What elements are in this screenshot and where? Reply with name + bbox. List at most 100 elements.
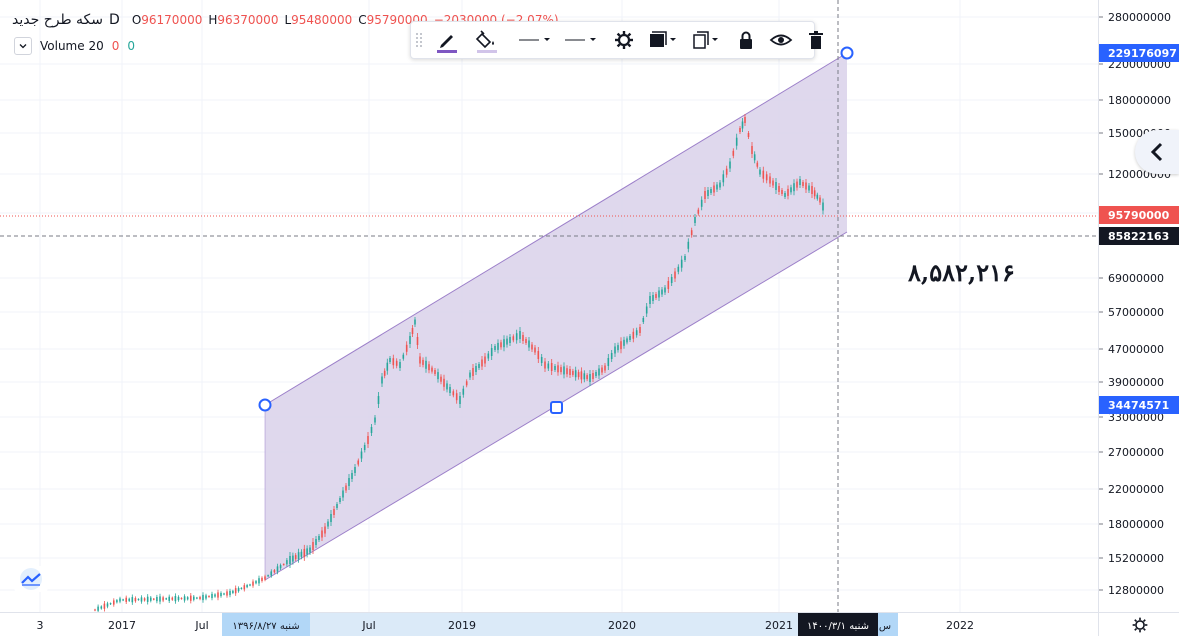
candle bbox=[261, 576, 263, 583]
candle bbox=[345, 483, 347, 493]
volume-legend: Volume 20 0 0 bbox=[14, 35, 135, 57]
candle bbox=[580, 367, 583, 384]
candle bbox=[330, 510, 332, 526]
symbol-name[interactable]: سکه طرح جدید bbox=[12, 12, 104, 28]
candle bbox=[664, 285, 666, 295]
clone-button[interactable] bbox=[683, 24, 725, 56]
candle bbox=[697, 207, 700, 216]
candle bbox=[481, 356, 483, 370]
candle bbox=[159, 593, 161, 605]
drag-handle-icon[interactable] bbox=[415, 28, 423, 52]
candle bbox=[811, 182, 813, 198]
candle bbox=[557, 361, 559, 376]
chart-canvas[interactable] bbox=[0, 0, 1098, 612]
line-width-button[interactable] bbox=[557, 24, 603, 56]
candle bbox=[267, 574, 269, 577]
eye-icon bbox=[769, 34, 793, 46]
candle bbox=[351, 470, 353, 482]
candle bbox=[177, 595, 180, 602]
tradingview-logo[interactable] bbox=[14, 566, 48, 592]
candle bbox=[649, 292, 651, 308]
candle bbox=[509, 334, 511, 346]
scroll-back-button[interactable] bbox=[1135, 130, 1179, 174]
candle bbox=[778, 183, 780, 195]
candle bbox=[563, 362, 565, 379]
candle bbox=[125, 595, 127, 604]
candle bbox=[128, 597, 130, 602]
price-label-crosshair: 85822163 bbox=[1108, 230, 1169, 243]
time-axis[interactable]: 3 2017 Jul Jul 2019 2020 2021 2022 شنبه ۱۳۹۶/۸/۲… bbox=[0, 612, 1098, 636]
candle bbox=[772, 178, 774, 188]
candle bbox=[796, 178, 798, 191]
candle bbox=[113, 598, 115, 607]
candle bbox=[670, 274, 673, 286]
candle bbox=[440, 374, 442, 385]
candle bbox=[237, 586, 240, 593]
candle bbox=[306, 545, 308, 558]
visibility-button[interactable] bbox=[763, 24, 799, 56]
settings-button[interactable] bbox=[607, 24, 641, 56]
channel-handle-width[interactable] bbox=[550, 401, 563, 414]
candle bbox=[324, 523, 326, 537]
candle bbox=[787, 185, 789, 200]
line-style-button[interactable] bbox=[511, 24, 557, 56]
fill-bucket-icon bbox=[475, 30, 497, 53]
candle bbox=[793, 179, 795, 196]
candle bbox=[465, 379, 468, 388]
price-axis[interactable]: 280000000 220000000 180000000 150000000 1200… bbox=[1098, 0, 1179, 612]
candle bbox=[607, 354, 610, 370]
candle bbox=[775, 178, 777, 194]
time-cursor-bg bbox=[798, 613, 878, 636]
candle bbox=[586, 373, 588, 382]
parallel-channel-fill[interactable] bbox=[265, 53, 847, 580]
candle bbox=[286, 558, 288, 567]
candle bbox=[143, 597, 146, 602]
candle bbox=[354, 464, 356, 476]
collapse-legend-button[interactable] bbox=[14, 37, 32, 55]
price-tick-label: 180000000 bbox=[1108, 94, 1171, 107]
chart-settings-button[interactable] bbox=[1098, 612, 1179, 636]
candle bbox=[732, 148, 735, 159]
channel-upper-line[interactable] bbox=[264, 52, 848, 406]
channel-handle-start[interactable] bbox=[258, 398, 272, 412]
candle bbox=[569, 366, 571, 378]
line-color-button[interactable] bbox=[427, 24, 467, 56]
candle bbox=[249, 583, 251, 587]
line-style-icon bbox=[519, 38, 550, 41]
time-range-highlight-end bbox=[878, 613, 898, 636]
lock-button[interactable] bbox=[729, 24, 763, 56]
candle bbox=[522, 332, 524, 344]
candle bbox=[519, 327, 521, 343]
candle bbox=[131, 594, 134, 605]
candle bbox=[153, 598, 155, 601]
price-tick-label: 47000000 bbox=[1108, 343, 1164, 356]
interval-label[interactable]: D bbox=[109, 12, 120, 28]
chevron-left-icon bbox=[1150, 142, 1163, 162]
candle bbox=[140, 595, 143, 604]
candle bbox=[180, 597, 183, 600]
candle bbox=[303, 544, 306, 561]
time-tick-label: 3 bbox=[37, 619, 44, 632]
candle bbox=[805, 179, 807, 193]
candle bbox=[674, 268, 676, 282]
delete-button[interactable] bbox=[799, 24, 833, 56]
candle bbox=[595, 370, 597, 378]
candle bbox=[537, 347, 540, 363]
candle bbox=[294, 553, 297, 562]
time-label-cursor: ۱۴۰۰/۳/۱ شنبه bbox=[807, 621, 869, 632]
candle bbox=[534, 345, 536, 355]
template-button[interactable] bbox=[641, 24, 683, 56]
volume-label[interactable]: Volume 20 bbox=[40, 39, 104, 53]
price-label-last-bg bbox=[1099, 206, 1179, 224]
channel-handle-end[interactable] bbox=[840, 46, 854, 60]
clone-icon bbox=[693, 31, 718, 49]
candle bbox=[765, 171, 768, 184]
candle bbox=[658, 287, 660, 301]
time-label-start: شنبه ۱۳۹۶/۸/۲۷ bbox=[232, 621, 299, 632]
candle bbox=[735, 133, 738, 150]
fill-color-button[interactable] bbox=[467, 24, 507, 56]
candle bbox=[174, 593, 177, 604]
candle bbox=[273, 569, 276, 574]
candle bbox=[710, 187, 712, 195]
